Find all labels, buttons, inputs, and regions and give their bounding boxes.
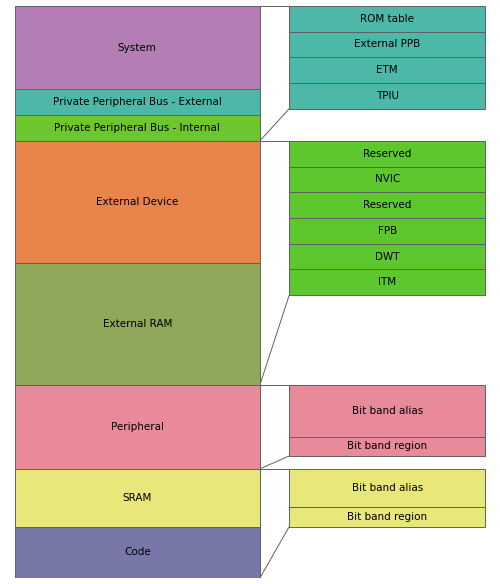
Bar <box>15 263 260 385</box>
Bar <box>289 57 485 83</box>
Text: FPB: FPB <box>378 226 397 236</box>
Text: Bit band alias: Bit band alias <box>352 406 423 416</box>
Bar <box>15 6 260 89</box>
Text: Bit band region: Bit band region <box>347 512 428 522</box>
Bar <box>15 527 260 578</box>
Bar <box>289 192 485 218</box>
Bar <box>15 89 260 115</box>
Bar <box>289 269 485 296</box>
Bar <box>289 385 485 437</box>
Text: Private Peripheral Bus - Internal: Private Peripheral Bus - Internal <box>54 123 220 133</box>
Text: SRAM: SRAM <box>122 493 152 503</box>
Bar <box>15 141 260 263</box>
Text: Peripheral: Peripheral <box>111 422 164 432</box>
Text: Bit band alias: Bit band alias <box>352 483 423 493</box>
Text: External PPB: External PPB <box>354 40 420 50</box>
Bar <box>289 83 485 109</box>
Text: Private Peripheral Bus - External: Private Peripheral Bus - External <box>53 98 222 107</box>
Text: System: System <box>118 43 156 53</box>
Text: External RAM: External RAM <box>102 319 172 329</box>
Text: NVIC: NVIC <box>374 175 400 185</box>
Bar <box>15 469 260 527</box>
Bar <box>289 437 485 456</box>
Text: TPIU: TPIU <box>376 91 398 101</box>
Text: ITM: ITM <box>378 277 396 287</box>
Text: External Device: External Device <box>96 197 178 207</box>
Text: ROM table: ROM table <box>360 13 414 24</box>
Bar <box>289 469 485 507</box>
Text: Reserved: Reserved <box>363 200 412 210</box>
Bar <box>289 507 485 527</box>
Bar <box>15 115 260 141</box>
Bar <box>15 385 260 469</box>
Bar <box>289 244 485 269</box>
Bar <box>289 32 485 57</box>
Text: Bit band region: Bit band region <box>347 442 428 451</box>
Text: DWT: DWT <box>375 252 400 262</box>
Text: Reserved: Reserved <box>363 149 412 159</box>
Bar <box>289 218 485 244</box>
Bar <box>289 141 485 166</box>
Text: Code: Code <box>124 547 150 558</box>
Bar <box>289 166 485 192</box>
Bar <box>289 6 485 32</box>
Text: ETM: ETM <box>376 65 398 75</box>
